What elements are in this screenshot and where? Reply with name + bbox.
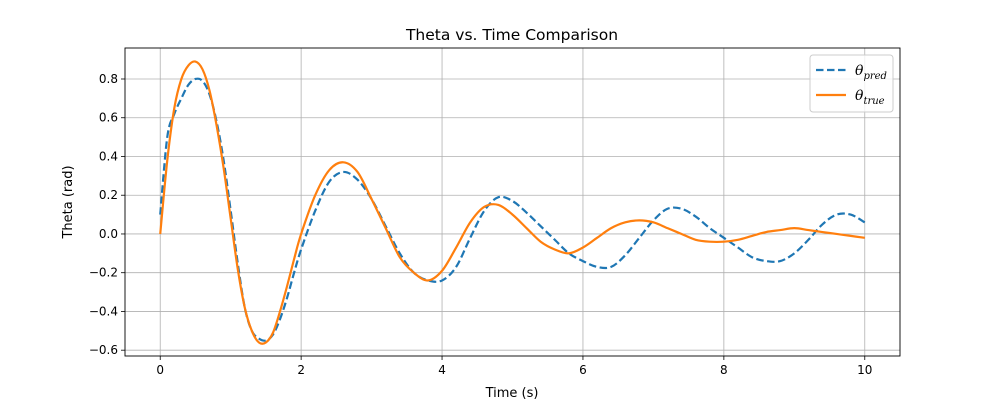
y-axis: −0.6 −0.4 −0.2 0.0 0.2 0.4 0.6 0.8: [89, 72, 125, 357]
x-axis: 0 2 4 6 8 10: [156, 356, 872, 377]
series-group: [159, 60, 866, 345]
x-tick-label: 10: [857, 363, 872, 377]
x-axis-label: Time (s): [485, 386, 539, 400]
legend-subscript: pred: [863, 71, 887, 82]
y-tick-label: −0.4: [89, 304, 118, 318]
x-tick-label: 2: [297, 363, 305, 377]
legend-symbol: θ: [855, 63, 864, 79]
x-tick-label: 8: [720, 363, 728, 377]
x-tick-label: 6: [579, 363, 587, 377]
y-axis-label: Theta (rad): [61, 165, 76, 239]
x-tick-label: 4: [438, 363, 446, 377]
y-tick-label: −0.6: [89, 343, 118, 357]
chart-title: Theta vs. Time Comparison: [405, 26, 618, 44]
series-line-true: [159, 60, 865, 345]
legend-subscript: true: [863, 96, 884, 107]
legend-label-true: θtrue: [855, 88, 885, 107]
x-tick-label: 0: [156, 363, 164, 377]
y-tick-label: 0.0: [99, 227, 118, 241]
plot-area: [125, 48, 900, 356]
y-tick-label: 0.8: [99, 72, 118, 86]
legend-label-pred: θpred: [855, 63, 887, 82]
y-tick-label: 0.4: [99, 149, 118, 163]
grid: [125, 48, 900, 356]
y-tick-label: −0.2: [89, 266, 118, 280]
y-tick-label: 0.6: [99, 111, 118, 125]
legend-symbol: θ: [855, 88, 864, 104]
series-line-pred: [159, 77, 866, 342]
plot-frame: [124, 47, 901, 357]
y-tick-label: 0.2: [99, 188, 118, 202]
